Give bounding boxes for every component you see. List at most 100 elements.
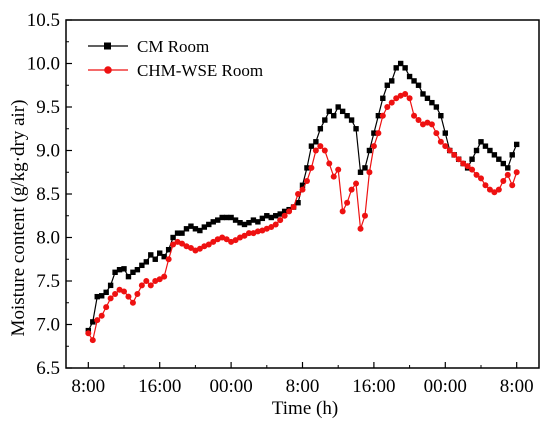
data-point-cm-room: [143, 259, 150, 265]
data-point-cm-room: [478, 139, 484, 145]
data-point-cm-room: [509, 152, 515, 158]
data-point-chm-wse-room: [303, 177, 310, 184]
data-point-chm-wse-room: [330, 173, 337, 180]
data-point-chm-wse-room: [348, 186, 355, 193]
data-point-cm-room: [473, 147, 480, 154]
data-point-chm-wse-room: [156, 276, 163, 283]
data-point-chm-wse-room: [428, 121, 435, 128]
data-point-chm-wse-room: [125, 293, 132, 300]
data-point-cm-room: [339, 108, 346, 115]
data-point-cm-room: [357, 169, 364, 175]
y-tick-label: 9.5: [36, 97, 60, 118]
data-point-cm-room: [317, 126, 324, 132]
data-point-chm-wse-room: [388, 99, 395, 106]
data-point-cm-room: [420, 91, 426, 97]
data-point-chm-wse-room: [375, 130, 382, 137]
data-point-cm-room: [121, 266, 127, 272]
data-point-cm-room: [241, 221, 248, 228]
data-point-cm-room: [326, 108, 332, 115]
data-point-cm-room: [255, 219, 261, 225]
data-point-cm-room: [232, 217, 239, 223]
data-point-chm-wse-room: [393, 95, 400, 102]
data-point-cm-room: [219, 214, 225, 221]
data-point-chm-wse-room: [344, 199, 351, 206]
y-tick-label: 6.5: [36, 358, 60, 379]
data-point-chm-wse-room: [384, 104, 391, 110]
data-point-cm-room: [322, 117, 328, 123]
data-point-cm-room: [397, 60, 404, 67]
data-point-cm-room: [393, 65, 399, 71]
data-point-cm-room: [210, 219, 216, 225]
data-point-cm-room: [335, 104, 341, 110]
data-point-chm-wse-room: [473, 171, 480, 178]
data-point-chm-wse-room: [147, 282, 154, 289]
data-point-chm-wse-room: [129, 299, 136, 306]
data-point-cm-room: [281, 208, 288, 215]
data-point-chm-wse-room: [179, 240, 186, 247]
legend-marker-cm-room: [104, 42, 111, 50]
data-point-chm-wse-room: [187, 244, 194, 251]
data-point-chm-wse-room: [321, 147, 328, 154]
data-point-cm-room: [125, 273, 132, 280]
data-point-cm-room: [469, 156, 475, 162]
data-point-cm-room: [353, 126, 359, 132]
data-point-chm-wse-room: [232, 237, 239, 244]
data-point-cm-room: [183, 226, 190, 232]
data-point-cm-room: [424, 95, 431, 101]
data-point-cm-room: [402, 65, 408, 71]
data-point-chm-wse-room: [455, 156, 462, 163]
data-point-cm-room: [505, 165, 511, 171]
data-point-chm-wse-room: [308, 164, 315, 171]
data-point-cm-room: [157, 250, 163, 256]
data-point-chm-wse-room: [464, 163, 471, 170]
data-point-chm-wse-room: [205, 241, 212, 248]
data-point-cm-room: [496, 156, 502, 162]
data-point-cm-room: [513, 141, 520, 148]
data-point-chm-wse-room: [272, 221, 279, 228]
data-point-chm-wse-room: [245, 230, 252, 237]
data-point-chm-wse-room: [161, 273, 168, 280]
data-point-cm-room: [268, 214, 274, 221]
data-point-chm-wse-room: [290, 204, 297, 211]
data-point-chm-wse-room: [326, 160, 333, 167]
data-point-cm-room: [170, 234, 176, 241]
data-point-chm-wse-room: [317, 143, 324, 150]
x-tick-label: 8:00: [500, 376, 534, 397]
data-point-cm-room: [246, 220, 252, 226]
data-point-cm-room: [107, 282, 114, 289]
data-point-chm-wse-room: [366, 169, 373, 176]
data-point-cm-room: [206, 221, 212, 228]
data-point-cm-room: [134, 266, 141, 273]
x-tick-label: 16:00: [352, 376, 395, 397]
data-point-chm-wse-room: [94, 317, 101, 324]
y-tick-label: 7.0: [36, 315, 60, 336]
data-point-chm-wse-room: [268, 224, 275, 231]
y-tick-label: 10.5: [27, 10, 60, 31]
data-point-cm-room: [313, 139, 319, 145]
data-point-cm-room: [139, 262, 145, 269]
data-point-cm-room: [188, 223, 194, 229]
x-axis-title: Time (h): [272, 398, 338, 419]
legend-label-chm-wse-room: CHM-WSE Room: [137, 61, 263, 80]
data-point-cm-room: [174, 230, 181, 236]
data-point-chm-wse-room: [451, 151, 458, 158]
data-point-cm-room: [295, 200, 301, 206]
x-tick-label: 00:00: [209, 376, 252, 397]
x-tick-label: 8:00: [71, 376, 105, 397]
data-point-chm-wse-room: [277, 217, 284, 224]
legend-marker-chm-wse-room: [104, 66, 112, 74]
data-point-cm-room: [201, 224, 208, 230]
data-point-cm-room: [192, 226, 199, 232]
plot-layer: 6.5 7.0 7.5 8.0 8.5 9.0 9.5 10.0 10.5 8:00 16:00 00…: [27, 10, 540, 397]
data-point-cm-room: [130, 269, 136, 275]
data-point-cm-room: [197, 227, 203, 234]
data-point-chm-wse-room: [165, 256, 172, 263]
data-point-chm-wse-room: [379, 112, 386, 119]
data-point-cm-room: [389, 78, 395, 84]
series-line-cm-room: [87, 62, 518, 331]
x-tick-label: 8:00: [286, 376, 320, 397]
data-point-chm-wse-room: [112, 291, 119, 298]
data-point-chm-wse-room: [433, 130, 440, 137]
data-point-chm-wse-room: [170, 241, 177, 248]
